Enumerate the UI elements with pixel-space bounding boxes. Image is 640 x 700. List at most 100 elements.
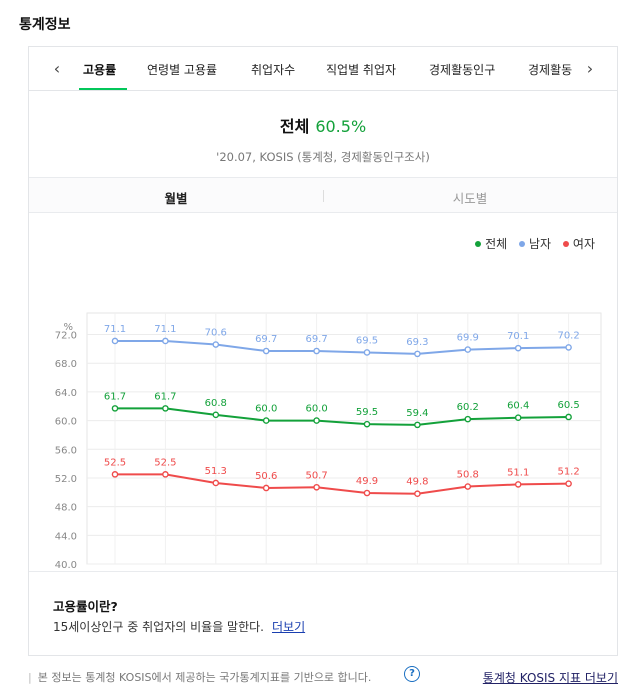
data-point xyxy=(262,417,270,424)
tab-employment-rate-by-age[interactable]: 연령별 고용률 xyxy=(147,63,218,77)
data-label: 69.9 xyxy=(457,333,479,344)
info-question: 고용률이란? xyxy=(53,599,118,614)
data-label: 60.5 xyxy=(557,400,579,411)
tab-employment-rate[interactable]: 고용률 xyxy=(83,63,117,77)
plot-area xyxy=(86,312,602,565)
data-label: 69.5 xyxy=(356,335,378,346)
kosis-more-link[interactable]: 통계청 KOSIS 지표 더보기 xyxy=(482,671,618,685)
y-tick-label: 48.0 xyxy=(55,503,77,514)
series-line-1 xyxy=(115,407,569,426)
tab-bar: ‹ 고용률 연령별 고용률 취업자수 직업별 취업자 경제활동인구 경제활동 › xyxy=(29,47,617,91)
y-tick-label: 72.0 xyxy=(55,331,77,342)
data-point xyxy=(262,347,270,355)
data-label: 49.9 xyxy=(356,476,378,487)
data-point xyxy=(111,337,119,345)
summary-headline: 전체 60.5% xyxy=(29,113,617,137)
data-label: 60.2 xyxy=(457,402,479,413)
legend-dot xyxy=(475,240,482,247)
legend-item-female: 여자 xyxy=(562,237,595,251)
y-tick-label: 44.0 xyxy=(55,531,77,542)
data-point xyxy=(111,471,119,478)
data-point xyxy=(565,344,572,351)
data-point xyxy=(464,346,472,353)
tab-employed-by-occupation[interactable]: 직업별 취업자 xyxy=(326,63,397,77)
tabs: 고용률 연령별 고용률 취업자수 직업별 취업자 경제활동인구 경제활동 xyxy=(69,47,577,90)
legend-item-male: 남자 xyxy=(518,237,552,251)
data-label: 71.1 xyxy=(104,324,126,335)
data-label: 70.2 xyxy=(557,330,579,341)
data-label: 51.3 xyxy=(205,466,227,477)
legend-label: 전체 xyxy=(485,237,508,251)
summary: 전체 60.5% '20.07, KOSIS (통계청, 경제활동인구조사) xyxy=(29,91,617,177)
legend-label: 남자 xyxy=(528,237,552,251)
data-point xyxy=(363,489,371,497)
data-label: 71.1 xyxy=(154,324,176,335)
summary-source: '20.07, KOSIS (통계청, 경제활동인구조사) xyxy=(216,150,430,164)
data-label: 70.1 xyxy=(507,331,529,342)
y-tick-label: 60.0 xyxy=(55,417,77,428)
legend-dot xyxy=(562,240,569,247)
data-label: 69.7 xyxy=(305,334,327,345)
y-tick-label: 52.0 xyxy=(55,474,77,485)
summary-value: 60.5% xyxy=(315,117,367,136)
data-label: 50.8 xyxy=(457,470,479,481)
data-label: 69.3 xyxy=(406,337,428,348)
data-point xyxy=(212,341,220,348)
legend-dot xyxy=(518,240,525,247)
subtab-bar: 월별 시도별 xyxy=(29,177,617,213)
data-point xyxy=(464,483,472,490)
y-tick-label: 64.0 xyxy=(55,388,77,399)
tab-employed-count[interactable]: 취업자수 xyxy=(251,63,296,77)
data-point xyxy=(111,405,119,412)
data-label: 60.8 xyxy=(205,398,227,409)
data-label: 60.0 xyxy=(255,404,277,415)
chevron-left-icon[interactable]: ‹ xyxy=(53,59,61,78)
data-point xyxy=(162,337,169,345)
y-tick-label: 56.0 xyxy=(55,445,77,456)
info-answer: 15세이상인구 중 취업자의 비율을 말한다. 더보기 xyxy=(53,618,305,635)
y-tick-label: 40.0 xyxy=(55,560,77,571)
active-tab-indicator xyxy=(79,88,127,90)
y-axis-unit: % xyxy=(63,322,73,333)
data-point xyxy=(162,405,169,412)
data-point xyxy=(313,483,320,491)
data-point xyxy=(212,479,220,487)
chevron-right-icon[interactable]: › xyxy=(586,59,594,78)
tab-economically-active[interactable]: 경제활동인구 xyxy=(429,63,496,77)
data-point xyxy=(212,411,220,419)
data-label: 59.5 xyxy=(356,407,378,418)
data-label: 60.0 xyxy=(305,404,327,415)
subtab-by-region[interactable]: 시도별 xyxy=(452,191,488,206)
series-line-2 xyxy=(115,339,569,355)
data-point xyxy=(414,421,421,429)
y-tick-label: 68.0 xyxy=(55,359,77,370)
data-point xyxy=(313,417,320,424)
data-label: 69.7 xyxy=(255,334,277,345)
data-label: 52.5 xyxy=(104,457,126,468)
more-link[interactable]: 더보기 xyxy=(271,620,306,634)
data-point xyxy=(514,481,522,488)
data-point xyxy=(565,480,572,487)
data-label: 50.6 xyxy=(255,471,277,482)
data-point xyxy=(262,484,270,492)
stats-card: ‹ 고용률 연령별 고용률 취업자수 직업별 취업자 경제활동인구 경제활동 ›… xyxy=(28,46,618,656)
tab-economic-activity[interactable]: 경제활동 xyxy=(528,63,573,77)
data-point xyxy=(565,413,572,421)
data-point xyxy=(363,349,371,356)
subtab-monthly[interactable]: 월별 xyxy=(164,191,188,206)
series-line-3 xyxy=(115,473,569,495)
data-label: 61.7 xyxy=(154,391,176,402)
summary-label: 전체 xyxy=(279,117,310,136)
data-point xyxy=(363,420,371,428)
data-point xyxy=(162,471,169,478)
data-point xyxy=(514,414,522,422)
data-point xyxy=(313,347,320,355)
data-label: 51.1 xyxy=(507,467,529,478)
data-point xyxy=(514,344,522,352)
data-point xyxy=(464,415,472,423)
chart-legend: 전체 남자 여자 xyxy=(467,235,595,252)
data-label: 61.7 xyxy=(104,391,126,402)
data-label: 70.6 xyxy=(205,328,227,339)
data-point xyxy=(414,350,421,358)
help-icon[interactable]: ? xyxy=(404,666,420,682)
